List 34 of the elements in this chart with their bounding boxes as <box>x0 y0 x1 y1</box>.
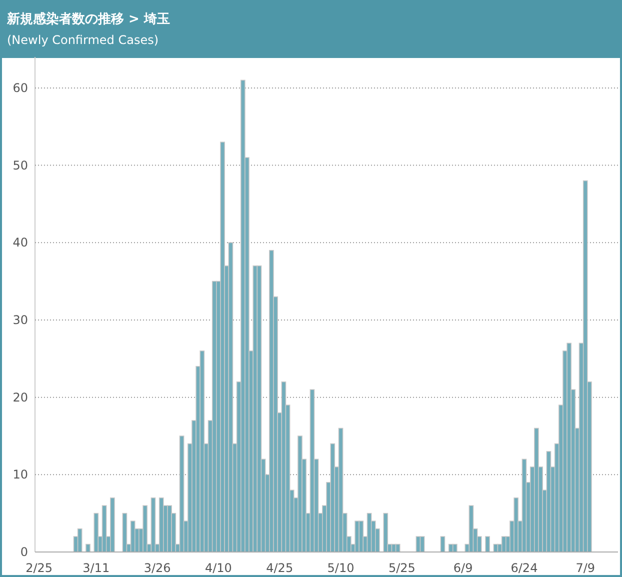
chart-subtitle: (Newly Confirmed Cases) <box>7 33 159 47</box>
y-tick-label: 60 <box>12 80 28 95</box>
bar <box>150 497 156 552</box>
x-tick-label: 4/25 <box>266 561 294 575</box>
y-tick-label: 30 <box>12 312 28 327</box>
y-tick-label: 10 <box>12 468 28 482</box>
bar <box>77 528 82 552</box>
bar <box>452 544 458 552</box>
bar <box>200 350 205 552</box>
x-tick-label: 3/26 <box>144 561 171 575</box>
bar <box>330 443 336 552</box>
bar <box>142 505 148 552</box>
y-tick-label: 20 <box>12 390 28 404</box>
x-tick-label: 4/10 <box>204 561 232 575</box>
bar <box>582 180 588 552</box>
bar <box>383 512 388 552</box>
x-tick-label: 7/9 <box>576 561 596 575</box>
bar <box>86 544 90 552</box>
x-tick-label: 3/11 <box>82 561 110 575</box>
bar <box>395 544 400 552</box>
x-tick-label: 6/24 <box>510 561 538 575</box>
bar <box>110 497 115 552</box>
x-tick-label: 2/25 <box>26 561 53 575</box>
bar <box>485 536 490 552</box>
bar <box>358 520 364 552</box>
y-tick-label: 50 <box>12 158 28 172</box>
y-tick-label: 0 <box>20 545 28 559</box>
bar <box>94 512 99 552</box>
x-tick-label: 6/9 <box>453 561 473 575</box>
x-tick-label: 5/25 <box>388 561 416 575</box>
x-tick-label: 5/10 <box>327 561 354 575</box>
bar <box>252 265 258 552</box>
chart-title: 新規感染者数の推移 > 埼玉 <box>6 11 170 27</box>
y-tick-label: 40 <box>12 236 28 250</box>
